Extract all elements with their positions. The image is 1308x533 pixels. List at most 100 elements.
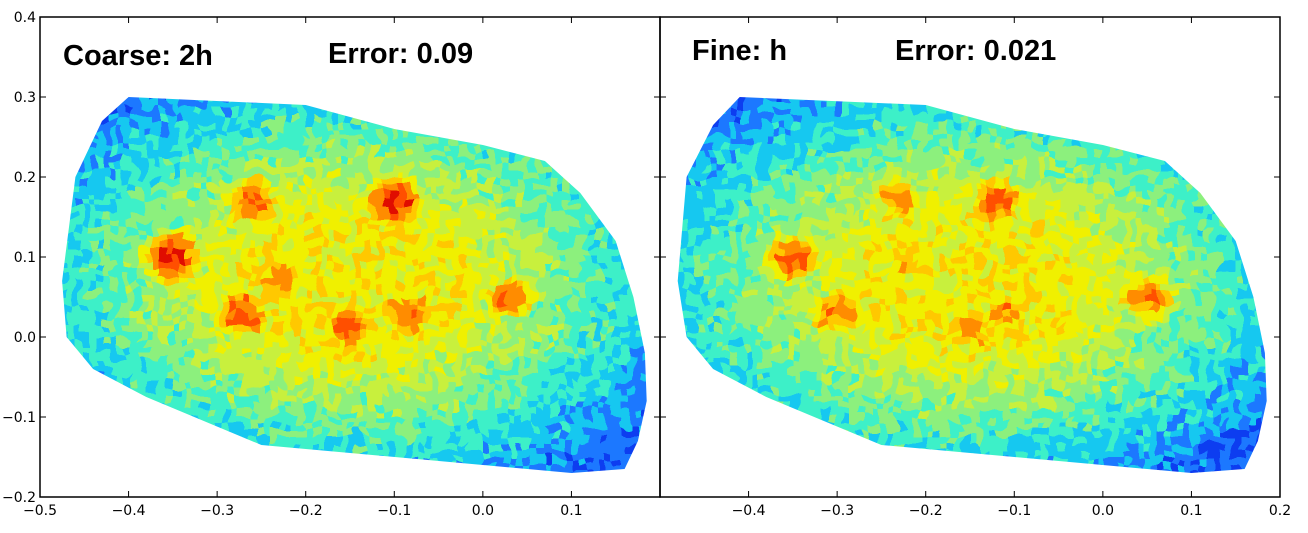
- heatmap-cell: [201, 318, 209, 326]
- heatmap-cell: [138, 206, 146, 214]
- heatmap-cell: [362, 297, 370, 305]
- heatmap-cell: [96, 97, 104, 102]
- heatmap-cell: [572, 346, 580, 354]
- heatmap-cell: [96, 269, 104, 277]
- heatmap-cell: [530, 304, 538, 312]
- heatmap-cell: [208, 269, 216, 277]
- heatmap-cell: [82, 276, 90, 284]
- heatmap-cell: [390, 108, 398, 116]
- heatmap-cell: [257, 353, 265, 361]
- heatmap-cell: [166, 248, 174, 256]
- heatmap-cell: [474, 332, 482, 340]
- heatmap-cell: [103, 360, 111, 368]
- heatmap-cell: [159, 353, 167, 361]
- heatmap-cell: [54, 395, 62, 403]
- heatmap-cell: [166, 255, 174, 263]
- heatmap-cell: [397, 255, 405, 263]
- heatmap-cell: [614, 304, 622, 312]
- heatmap-cell: [187, 339, 195, 347]
- heatmap-cell: [187, 283, 195, 291]
- heatmap-cell: [166, 241, 174, 249]
- heatmap-cell: [264, 346, 272, 354]
- heatmap-cell: [474, 227, 482, 235]
- heatmap-cell: [257, 136, 265, 144]
- heatmap-cell: [222, 241, 230, 249]
- heatmap-cell: [495, 276, 503, 284]
- heatmap-cell: [418, 381, 426, 389]
- heatmap-cell: [229, 143, 237, 151]
- heatmap-cell: [299, 157, 307, 165]
- heatmap-cell: [460, 185, 468, 193]
- heatmap-cell: [194, 227, 202, 235]
- heatmap-cell: [467, 143, 475, 151]
- heatmap-cell: [285, 115, 293, 123]
- heatmap-cell: [432, 248, 440, 256]
- heatmap-cell: [82, 97, 90, 102]
- heatmap-cell: [313, 213, 321, 221]
- heatmap-cell: [152, 234, 160, 242]
- heatmap-cell: [607, 45, 615, 53]
- heatmap-cell: [40, 213, 48, 221]
- heatmap-cell: [271, 17, 279, 25]
- heatmap-cell: [558, 150, 566, 158]
- heatmap-cell: [404, 332, 412, 340]
- heatmap-cell: [593, 101, 601, 109]
- heatmap-cell: [103, 262, 111, 270]
- heatmap-cell: [271, 122, 279, 130]
- heatmap-cell: [82, 234, 90, 242]
- heatmap-cell: [103, 129, 111, 137]
- heatmap-cell: [110, 367, 118, 375]
- heatmap-cell: [40, 297, 48, 305]
- heatmap-cell: [439, 108, 447, 116]
- heatmap-cell: [565, 150, 573, 158]
- heatmap-cell: [250, 24, 258, 32]
- heatmap-cell: [481, 171, 489, 179]
- heatmap-cell: [306, 185, 314, 193]
- heatmap-cell: [152, 276, 160, 284]
- heatmap-cell: [628, 59, 636, 67]
- heatmap-cell: [642, 213, 647, 221]
- heatmap-cell: [47, 192, 55, 200]
- heatmap-cell: [565, 241, 573, 249]
- heatmap-cell: [481, 339, 489, 347]
- heatmap-cell: [103, 248, 111, 256]
- heatmap-cell: [215, 234, 223, 242]
- heatmap-cell: [607, 150, 615, 158]
- heatmap-cell: [68, 409, 76, 417]
- heatmap-cell: [474, 157, 482, 165]
- heatmap-cell: [537, 17, 545, 25]
- heatmap-cell: [131, 395, 139, 403]
- heatmap-cell: [54, 115, 62, 123]
- heatmap-cell: [187, 297, 195, 305]
- heatmap-cell: [544, 325, 552, 333]
- heatmap-cell: [628, 213, 636, 221]
- heatmap-cell: [68, 374, 76, 382]
- heatmap-cell: [432, 325, 440, 333]
- heatmap-cell: [257, 199, 265, 207]
- heatmap-cell: [481, 220, 489, 228]
- heatmap-cell: [600, 24, 608, 32]
- heatmap-cell: [306, 297, 314, 305]
- heatmap-cell: [530, 192, 538, 200]
- heatmap-cell: [355, 115, 363, 123]
- heatmap-cell: [152, 206, 160, 214]
- heatmap-cell: [264, 150, 272, 158]
- heatmap-cell: [285, 143, 293, 151]
- heatmap-cell: [460, 255, 468, 263]
- heatmap-cell: [628, 38, 636, 46]
- heatmap-cell: [243, 332, 251, 340]
- heatmap-cell: [264, 108, 272, 116]
- heatmap-cell: [341, 192, 349, 200]
- heatmap-cell: [201, 360, 209, 368]
- heatmap-cell: [579, 248, 587, 256]
- heatmap-cell: [530, 269, 538, 277]
- heatmap-cell: [145, 192, 153, 200]
- heatmap-cell: [89, 199, 97, 207]
- heatmap-cell: [82, 402, 90, 410]
- heatmap-cell: [397, 220, 405, 228]
- heatmap-cell: [593, 381, 601, 389]
- heatmap-cell: [607, 129, 615, 137]
- heatmap-cell: [257, 346, 265, 354]
- heatmap-cell: [481, 178, 489, 186]
- heatmap-cell: [600, 52, 608, 60]
